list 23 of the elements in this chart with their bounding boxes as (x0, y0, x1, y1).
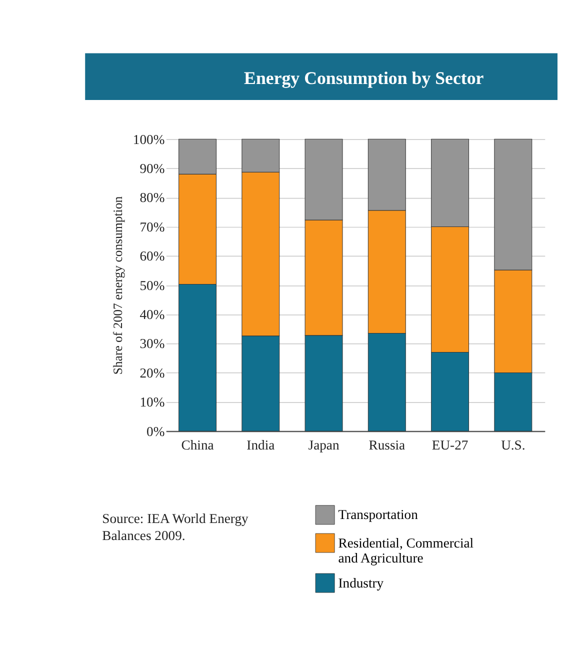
x-tick-label: Japan (308, 437, 340, 452)
legend-label: Residential, Commercial and Agriculture (338, 535, 474, 566)
y-tick-label: 70% (140, 219, 165, 234)
x-tick-label: Russia (368, 437, 406, 452)
y-tick-label: 90% (140, 161, 165, 176)
legend-label: Industry (338, 575, 384, 590)
y-tick-label: 40% (140, 307, 165, 322)
y-tick-label: 0% (146, 424, 165, 439)
source-note: Source: IEA World Energy Balances 2009. (102, 511, 249, 544)
y-axis-title: Share of 2007 energy consumption (110, 196, 125, 375)
x-tick-label: China (181, 437, 214, 452)
y-tick-label: 50% (140, 278, 165, 293)
y-tick-label: 100% (132, 132, 165, 147)
y-tick-label: 80% (140, 190, 165, 206)
legend-label: Transportation (338, 507, 418, 522)
x-tick-label: India (246, 437, 275, 452)
x-tick-label: U.S. (501, 437, 526, 452)
chart-title: Energy Consumption by Sector (244, 68, 484, 88)
y-tick-label: 20% (140, 365, 165, 380)
y-tick-label: 30% (140, 336, 165, 352)
x-tick-label: EU-27 (432, 437, 468, 452)
y-tick-label: 10% (140, 394, 165, 410)
y-tick-label: 60% (140, 248, 165, 264)
